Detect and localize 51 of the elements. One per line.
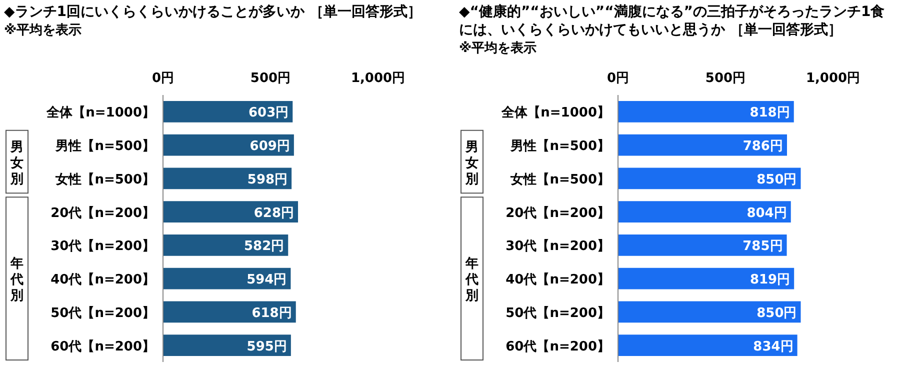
- text: 男女別: [10, 140, 24, 187]
- x-tick-label: 1,000円: [806, 71, 860, 86]
- bar: [163, 234, 288, 256]
- y-tick-label: 全体【n=1000】: [500, 104, 610, 121]
- chart-title: ◆ランチ1回にいくらくらいかけることが多いか ［単一回答形式］: [4, 4, 422, 20]
- y-tick-label: 20代【n=200】: [50, 204, 155, 221]
- data-label: 603円: [248, 106, 289, 121]
- bar: [163, 334, 291, 356]
- data-label: 786円: [742, 139, 783, 154]
- data-label: 628円: [254, 206, 294, 221]
- y-tick-label: 50代【n=200】: [506, 304, 610, 321]
- y-tick-label: 50代【n=200】: [50, 304, 155, 321]
- y-tick-label: 60代【n=200】: [506, 338, 610, 354]
- bar: [163, 101, 293, 122]
- y-tick-label: 男性【n=500】: [510, 138, 610, 154]
- y-tick-label: 40代【n=200】: [50, 272, 155, 288]
- y-tick-label: 30代【n=200】: [506, 238, 610, 254]
- data-label: 595円: [246, 339, 287, 354]
- y-tick-label: 40代【n=200】: [506, 272, 610, 288]
- x-tick-label: 500円: [250, 71, 291, 86]
- data-label: 598円: [247, 172, 288, 188]
- text: ※平均を表示: [459, 41, 537, 56]
- x-tick-label: 500円: [705, 71, 746, 86]
- x-tick-label: 1,000円: [350, 71, 406, 86]
- chart-title: ◆“健康的”“おいしい”“満腹になる”の三拍子がそろったランチ1食には、いくらくらいかけてもいいと思うか ［単一回答形式］: [459, 3, 885, 38]
- text: ※平均を表示: [4, 23, 82, 38]
- data-label: 618円: [252, 306, 292, 321]
- y-tick-label: 30代【n=200】: [50, 238, 155, 254]
- data-label: 609円: [250, 139, 290, 154]
- text: 年代別: [464, 256, 478, 304]
- data-label: 804円: [746, 206, 787, 221]
- data-label: 834円: [753, 339, 794, 354]
- text: 年代別: [10, 256, 24, 304]
- data-label: 850円: [756, 172, 797, 188]
- data-label: 818円: [750, 106, 790, 121]
- y-tick-label: 女性【n=500】: [510, 171, 610, 188]
- y-tick-label: 女性【n=500】: [54, 171, 155, 188]
- data-label: 850円: [756, 306, 797, 321]
- data-label: 594円: [246, 272, 287, 288]
- x-tick-label: 0円: [152, 71, 174, 86]
- y-tick-label: 60代【n=200】: [50, 338, 155, 354]
- data-label: 582円: [244, 239, 284, 254]
- text: 男女別: [464, 140, 478, 187]
- x-tick-label: 0円: [606, 71, 630, 86]
- bar: [163, 301, 296, 323]
- y-tick-label: 全体【n=1000】: [46, 104, 155, 121]
- y-tick-label: 男性【n=500】: [54, 138, 155, 154]
- data-label: 819円: [750, 272, 790, 288]
- y-tick-label: 20代【n=200】: [506, 204, 610, 221]
- bar: [163, 201, 298, 222]
- data-label: 785円: [742, 239, 783, 254]
